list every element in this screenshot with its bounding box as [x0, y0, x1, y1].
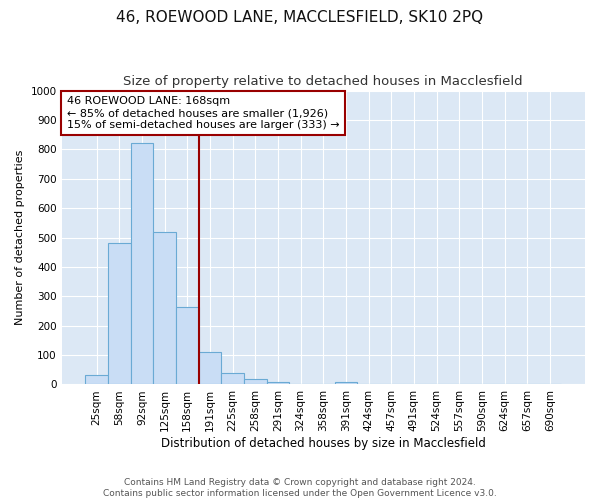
Title: Size of property relative to detached houses in Macclesfield: Size of property relative to detached ho…	[124, 75, 523, 88]
Bar	[199, 352, 221, 384]
Bar	[244, 378, 266, 384]
Bar	[131, 144, 154, 384]
Y-axis label: Number of detached properties: Number of detached properties	[15, 150, 25, 325]
Text: 46, ROEWOOD LANE, MACCLESFIELD, SK10 2PQ: 46, ROEWOOD LANE, MACCLESFIELD, SK10 2PQ	[116, 10, 484, 25]
Bar	[335, 382, 357, 384]
Bar	[108, 244, 131, 384]
Bar	[266, 382, 289, 384]
Bar	[85, 375, 108, 384]
Bar	[154, 232, 176, 384]
Bar	[221, 372, 244, 384]
Text: Contains HM Land Registry data © Crown copyright and database right 2024.
Contai: Contains HM Land Registry data © Crown c…	[103, 478, 497, 498]
X-axis label: Distribution of detached houses by size in Macclesfield: Distribution of detached houses by size …	[161, 437, 486, 450]
Bar	[176, 306, 199, 384]
Text: 46 ROEWOOD LANE: 168sqm
← 85% of detached houses are smaller (1,926)
15% of semi: 46 ROEWOOD LANE: 168sqm ← 85% of detache…	[67, 96, 340, 130]
